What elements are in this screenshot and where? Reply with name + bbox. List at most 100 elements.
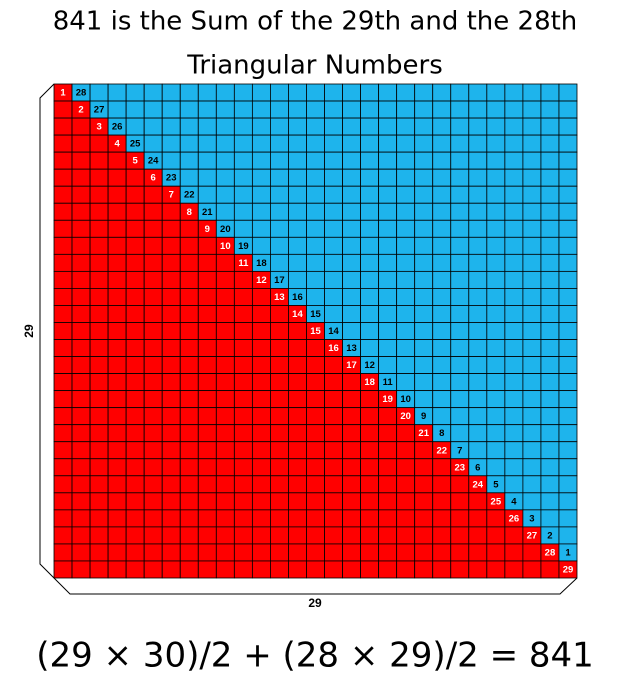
blue-cell xyxy=(522,117,542,136)
blue-cell xyxy=(486,100,506,119)
blue-cell xyxy=(251,117,271,136)
red-cell xyxy=(107,236,127,255)
blue-cell xyxy=(432,407,452,426)
red-cell xyxy=(215,253,235,272)
blue-number: 25 xyxy=(130,139,141,150)
blue-cell xyxy=(233,134,253,153)
red-cell xyxy=(107,151,127,170)
red-cell xyxy=(71,390,91,409)
blue-cell xyxy=(450,151,470,170)
red-cell xyxy=(161,339,181,357)
red-cell xyxy=(270,560,289,579)
red-cell xyxy=(53,185,73,204)
blue-cell xyxy=(450,168,470,187)
blue-cell xyxy=(360,168,380,187)
red-cell xyxy=(197,509,217,528)
red-cell xyxy=(53,270,73,289)
red-cell xyxy=(161,560,181,579)
blue-cell xyxy=(486,458,506,477)
red-cell xyxy=(432,492,452,511)
red-cell xyxy=(89,339,109,357)
red-number: 8 xyxy=(187,207,192,218)
red-cell xyxy=(396,543,416,562)
red-cell xyxy=(53,151,73,170)
blue-cell xyxy=(324,236,343,255)
blue-cell xyxy=(414,100,434,119)
red-cell xyxy=(342,560,361,579)
blue-cell xyxy=(360,134,380,153)
blue-cell xyxy=(468,356,488,374)
blue-cell xyxy=(414,185,434,204)
blue-cell xyxy=(179,151,199,170)
red-cell xyxy=(161,509,181,528)
blue-cell xyxy=(450,288,470,306)
blue-cell xyxy=(197,168,217,187)
red-cell xyxy=(53,322,73,340)
red-cell xyxy=(233,322,253,340)
red-cell xyxy=(179,219,199,238)
blue-cell xyxy=(558,270,578,289)
red-cell xyxy=(71,288,91,306)
blue-cell xyxy=(486,168,506,187)
blue-cell xyxy=(540,441,560,460)
red-cell xyxy=(215,407,235,426)
red-cell xyxy=(233,543,253,562)
red-cell xyxy=(71,202,91,221)
red-cell xyxy=(215,390,235,409)
red-cell xyxy=(143,441,163,460)
red-cell xyxy=(306,339,325,357)
blue-number: 19 xyxy=(238,241,249,252)
blue-cell xyxy=(306,202,325,221)
blue-cell xyxy=(522,390,542,409)
red-cell xyxy=(468,543,488,562)
red-cell xyxy=(107,373,127,392)
blue-cell xyxy=(251,202,271,221)
red-cell xyxy=(306,509,325,528)
red-cell xyxy=(179,288,199,306)
blue-cell xyxy=(504,202,524,221)
red-cell xyxy=(107,219,127,238)
blue-cell xyxy=(540,202,560,221)
blue-cell xyxy=(486,424,506,443)
blue-cell xyxy=(540,219,560,238)
blue-cell xyxy=(414,83,434,102)
red-cell xyxy=(306,492,325,511)
blue-cell xyxy=(558,526,578,545)
blue-cell xyxy=(306,270,325,289)
red-cell xyxy=(360,390,380,409)
red-number: 15 xyxy=(310,326,321,337)
blue-cell xyxy=(251,151,271,170)
blue-number: 10 xyxy=(400,394,411,405)
blue-cell xyxy=(179,83,199,102)
blue-cell xyxy=(432,373,452,392)
red-cell xyxy=(324,441,343,460)
blue-cell xyxy=(342,236,361,255)
red-cell xyxy=(89,526,109,545)
blue-cell xyxy=(522,151,542,170)
red-cell xyxy=(71,322,91,340)
blue-number: 7 xyxy=(457,445,462,456)
red-cell xyxy=(107,185,127,204)
blue-cell xyxy=(197,117,217,136)
red-cell xyxy=(324,373,343,392)
red-number: 28 xyxy=(545,547,556,558)
blue-cell xyxy=(215,185,235,204)
blue-cell xyxy=(450,305,470,323)
red-cell xyxy=(53,526,73,545)
red-number: 7 xyxy=(169,190,174,201)
blue-cell xyxy=(342,168,361,187)
blue-number: 12 xyxy=(364,360,375,371)
blue-cell xyxy=(378,219,398,238)
blue-cell xyxy=(179,100,199,119)
red-cell xyxy=(179,424,199,443)
blue-cell xyxy=(306,185,325,204)
blue-cell xyxy=(414,305,434,323)
red-cell xyxy=(89,236,109,255)
red-cell xyxy=(107,560,127,579)
blue-cell xyxy=(558,339,578,357)
blue-cell xyxy=(251,168,271,187)
blue-cell xyxy=(396,270,416,289)
red-cell xyxy=(53,390,73,409)
red-cell xyxy=(288,322,307,340)
blue-cell xyxy=(540,117,560,136)
